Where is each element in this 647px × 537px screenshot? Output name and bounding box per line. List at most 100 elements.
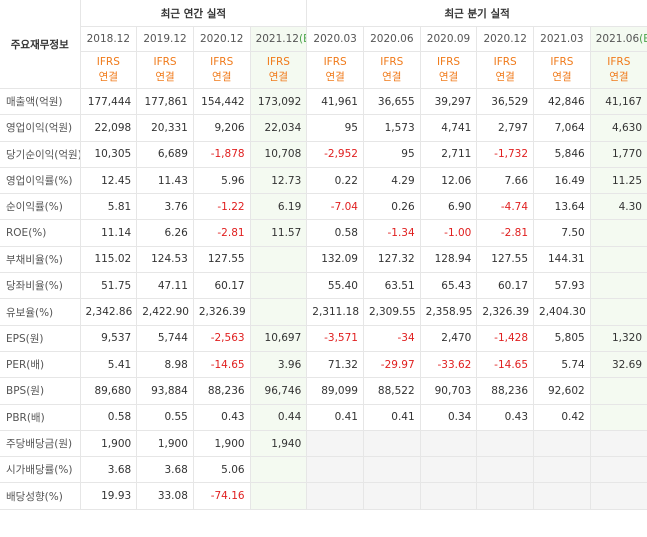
value-cell: 2,309.55 xyxy=(362,298,421,326)
value-cell: 60.17 xyxy=(192,272,251,300)
empty-cell xyxy=(362,429,421,458)
value-cell: 33.08 xyxy=(136,482,194,510)
value-cell: 4,741 xyxy=(419,114,478,142)
value-cell: 5,744 xyxy=(136,324,194,352)
standard-ifrs: IFRS xyxy=(210,56,234,68)
value-cell: 36,529 xyxy=(476,87,535,116)
value-cell: 8.98 xyxy=(136,350,194,379)
standard-consolidated: 연결 xyxy=(155,71,175,83)
value-cell: 63.51 xyxy=(362,272,421,300)
value-cell: 3.76 xyxy=(136,193,194,221)
value-cell: 22,034 xyxy=(249,114,308,142)
empty-cell xyxy=(306,456,364,484)
value-cell: 10,708 xyxy=(249,140,308,168)
period-header: 2021.06(E) xyxy=(589,26,647,52)
value-cell: 13.64 xyxy=(533,193,591,221)
period-header: 2021.12(E) xyxy=(249,26,308,52)
value-cell: 4.30 xyxy=(589,193,647,221)
empty-cell xyxy=(589,456,647,484)
value-cell: 5.74 xyxy=(533,350,591,379)
value-cell: 1,320 xyxy=(589,324,647,352)
value-cell: 19.93 xyxy=(79,482,138,510)
value-cell: 4.29 xyxy=(362,166,421,195)
value-cell: 60.17 xyxy=(476,272,535,300)
data-row: 주당배당금(원) 1,900 1,900 1,900 1,940 xyxy=(0,429,647,458)
period-header: 2020.06 xyxy=(362,26,421,52)
value-cell: -1.22 xyxy=(192,193,251,221)
value-cell: 2,326.39 xyxy=(192,298,251,326)
estimate-mark: (E) xyxy=(639,33,647,45)
empty-cell xyxy=(476,482,535,510)
data-row: ROE(%) 11.14 6.26 -2.81 11.57 0.58 -1.34 -1.00-… xyxy=(0,219,647,247)
standard-consolidated: 연결 xyxy=(438,71,459,83)
empty-cell xyxy=(306,482,364,510)
value-cell: 5.41 xyxy=(79,350,138,379)
value-cell: 9,537 xyxy=(79,324,138,352)
value-cell: -4.74 xyxy=(476,193,535,221)
empty-cell xyxy=(249,245,308,274)
value-cell: -1,428 xyxy=(476,324,535,352)
value-cell: 2,342.86 xyxy=(79,298,138,326)
period-header: 2020.09 xyxy=(419,26,478,52)
value-cell: 2,311.18 xyxy=(306,298,364,326)
financial-table: 주요재무정보 최근 연간 실적 최근 분기 실적 2018.12 2019.12 2… xyxy=(0,0,647,510)
data-row: EPS(원) 9,537 5,744 -2,563 10,697 -3,571 -34 2,4… xyxy=(0,324,647,352)
data-row: 당좌비율(%) 51.75 47.11 60.17 55.40 63.51 65.43 60.… xyxy=(0,272,647,300)
value-cell: 11.43 xyxy=(136,166,194,195)
standard-row: IFRS 연결 IFRS 연결 IFRS 연결 IFRS 연결 IFRS 연결 IFRS 연결 IFRS… xyxy=(0,51,647,89)
standard-consolidated: 연결 xyxy=(268,71,289,83)
value-cell: 1,940 xyxy=(249,429,308,458)
standard-cell: IFRS 연결 xyxy=(306,51,364,89)
value-cell: 22,098 xyxy=(79,114,138,142)
value-cell: 3.68 xyxy=(79,456,138,484)
empty-cell xyxy=(249,272,308,300)
empty-cell xyxy=(589,429,647,458)
standard-cell: IFRS 연결 xyxy=(476,51,535,89)
value-cell: 89,099 xyxy=(306,377,364,405)
value-cell: 88,522 xyxy=(362,377,421,405)
value-cell: 0.41 xyxy=(306,403,364,431)
row-label: BPS(원) xyxy=(0,377,81,405)
row-label: 배당성향(%) xyxy=(0,482,81,510)
value-cell: 0.26 xyxy=(362,193,421,221)
empty-cell xyxy=(476,429,535,458)
value-cell: 0.43 xyxy=(192,403,251,431)
data-row: 영업이익률(%) 12.45 11.43 5.96 12.73 0.22 4.29 12.06… xyxy=(0,166,647,195)
standard-consolidated: 연결 xyxy=(382,71,402,83)
value-cell: 2,797 xyxy=(476,114,535,142)
empty-cell xyxy=(589,403,647,431)
value-cell: -1.34 xyxy=(362,219,421,247)
standard-consolidated: 연결 xyxy=(212,71,232,83)
data-row: 당기순이익(억원) 10,305 6,689 -1,878 10,708 -2,952 95… xyxy=(0,140,647,168)
header-row: 주요재무정보 최근 연간 실적 최근 분기 실적 xyxy=(0,0,647,89)
annual-header: 최근 연간 실적 xyxy=(79,0,308,27)
value-cell: -2,563 xyxy=(192,324,251,352)
value-cell: 39,297 xyxy=(419,87,478,116)
value-cell: -2.81 xyxy=(476,219,535,247)
value-cell: 9,206 xyxy=(192,114,251,142)
value-cell: 115.02 xyxy=(79,245,138,274)
value-cell: -34 xyxy=(362,324,421,352)
row-label: 시가배당률(%) xyxy=(0,456,81,484)
empty-cell xyxy=(476,456,535,484)
value-cell: 5.81 xyxy=(79,193,138,221)
value-cell: 10,697 xyxy=(249,324,308,352)
value-cell: 12.73 xyxy=(249,166,308,195)
standard-consolidated: 연결 xyxy=(609,71,629,83)
period-date: 2021.12 xyxy=(255,33,299,45)
row-label: 순이익률(%) xyxy=(0,193,81,221)
value-cell: 4,630 xyxy=(589,114,647,142)
period-header: 2020.12 xyxy=(192,26,251,52)
value-cell: 12.45 xyxy=(79,166,138,195)
empty-cell xyxy=(419,482,478,510)
standard-cell: IFRS 연결 xyxy=(136,51,194,89)
empty-cell xyxy=(589,298,647,326)
value-cell: -1,878 xyxy=(192,140,251,168)
value-cell: 1,573 xyxy=(362,114,421,142)
row-label: EPS(원) xyxy=(0,324,81,352)
value-cell: -2.81 xyxy=(192,219,251,247)
data-row: 유보율(%) 2,342.86 2,422.90 2,326.39 2,311.18 2,… xyxy=(0,298,647,326)
value-cell: 89,680 xyxy=(79,377,138,405)
standard-ifrs: IFRS xyxy=(153,56,177,68)
data-row: PER(배) 5.41 8.98 -14.65 3.96 71.32 -29.97 -33.6… xyxy=(0,350,647,379)
